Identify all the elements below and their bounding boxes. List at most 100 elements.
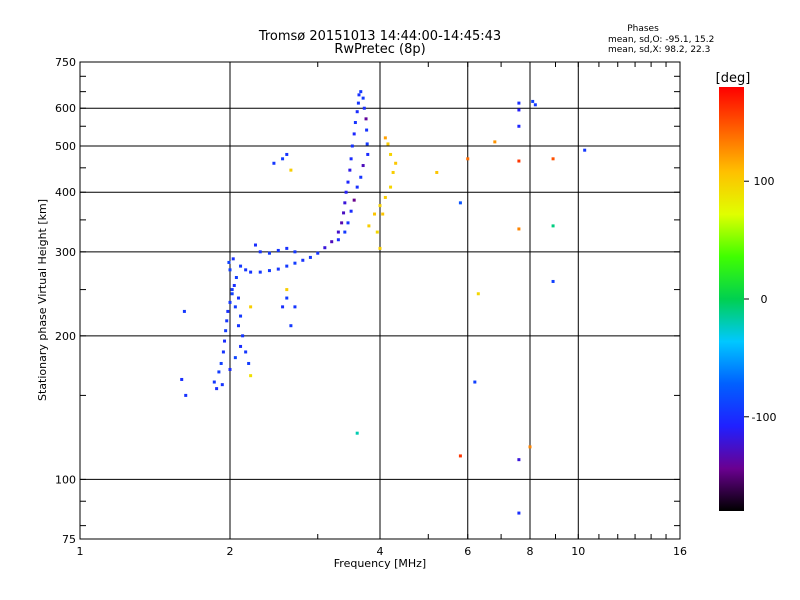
data-point [389,185,393,189]
data-point [517,458,521,462]
data-point [435,170,439,174]
data-point [281,305,285,309]
data-point [293,261,297,265]
data-point [231,257,235,261]
data-point [551,224,555,228]
data-point [285,296,289,300]
y-tick-label: 200 [55,330,76,343]
y-tick-labels: 75 100 200 300 400 500 600 750 [55,56,76,546]
data-point [184,393,188,397]
data-point [258,250,262,254]
data-point [517,101,521,105]
data-point [316,251,320,255]
data-point [219,361,223,365]
data-point [517,124,521,128]
data-point [239,264,243,268]
data-point [375,230,379,234]
colorbar-tick-label: 0 [761,293,768,306]
data-point [528,445,532,449]
data-point [249,374,253,378]
data-point [551,279,555,283]
data-point [349,209,353,213]
data-point [249,270,253,274]
data-point [348,168,352,172]
y-tick-label: 750 [55,56,76,69]
y-tick-label: 300 [55,246,76,259]
chart-subtitle: RwPretec (8p) [334,42,425,57]
data-point [281,157,285,161]
data-point [249,305,253,309]
data-point [230,288,234,292]
colorbar [719,87,744,511]
x-tick-label: 1 [77,545,84,558]
data-point [383,136,387,140]
data-point [533,103,537,107]
data-point [276,267,280,271]
data-point [361,164,365,168]
data-point [342,211,346,215]
data-point [356,101,360,105]
x-tick-label: 6 [464,545,471,558]
data-point [258,270,262,274]
data-point [336,230,340,234]
data-point [361,96,365,100]
data-point [308,255,312,259]
data-point [386,142,390,146]
y-tick-label: 500 [55,140,76,153]
data-point [352,132,356,136]
data-point [182,309,186,313]
data-point [253,243,257,247]
data-point [517,159,521,163]
data-point [180,377,184,381]
data-point [301,258,305,262]
colorbar-tick-label: 100 [754,175,775,188]
data-point [391,170,395,174]
y-axis-label: Stationary phase Virtual Height [km] [36,199,49,401]
plot-frame [79,61,681,540]
data-point [355,110,359,114]
x-tick-label: 10 [571,545,585,558]
data-point [330,240,334,244]
data-point [346,221,350,225]
data-point [365,142,369,146]
data-point [357,93,361,97]
data-point [244,268,248,272]
data-point [493,140,497,144]
data-point [239,344,243,348]
data-point [373,212,377,216]
data-point [289,168,293,172]
data-point [224,329,228,333]
data-point [267,269,271,273]
data-point [458,454,462,458]
data-point [236,296,240,300]
data-point [343,230,347,234]
data-point [225,319,229,323]
data-point [355,431,359,435]
data-point [364,117,368,121]
y-tick-label: 75 [62,533,76,546]
data-point [285,152,289,156]
data-point [367,224,371,228]
data-point [476,292,480,296]
data-point [244,350,248,354]
grid-lines [80,62,680,539]
data-point [247,361,251,365]
phases-box-line-x: mean, sd,X: 98.2, 22.3 [608,45,710,55]
data-point [343,201,347,205]
data-point [228,367,232,371]
data-point [285,264,289,268]
data-point [227,260,231,264]
data-point [378,204,382,208]
data-point [473,380,477,384]
data-point [236,324,240,328]
data-point [362,106,366,110]
data-point [346,180,350,184]
data-point [531,99,535,103]
data-point [293,250,297,254]
y-tick-label: 100 [55,473,76,486]
data-point [285,246,289,250]
data-point [289,324,293,328]
data-point [389,152,393,156]
data-point [517,227,521,231]
data-point [230,292,234,296]
